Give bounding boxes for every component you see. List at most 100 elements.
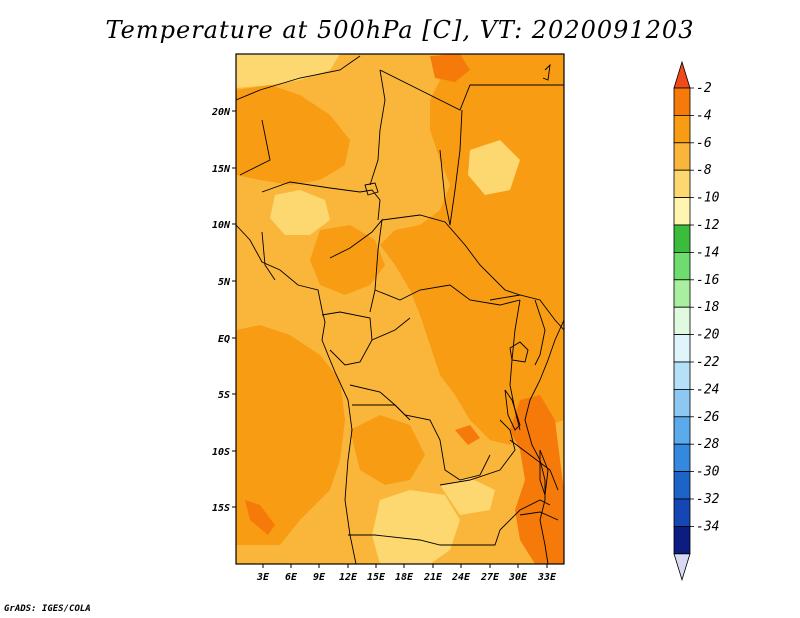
- colorbar-swatch: [673, 87, 691, 116]
- y-axis: 20N 15N 10N 5N EQ 5S 10S 15S: [211, 107, 236, 514]
- colorbar-swatch: [673, 115, 691, 144]
- border-ethiopia: [489, 294, 564, 331]
- y-tick-label: 15S: [212, 503, 230, 514]
- border-east-1: [509, 439, 559, 491]
- x-axis: 3E 6E 9E 12E 15E 18E 21E 24E 27E 30E 33E: [256, 564, 557, 583]
- x-tick-label: 6E: [285, 572, 298, 583]
- colorbar-swatch: [673, 388, 691, 418]
- x-tick-label: 33E: [537, 572, 557, 583]
- colorbar-swatch: [673, 142, 691, 171]
- country-borders: [236, 55, 564, 564]
- x-tick-label: 21E: [423, 572, 443, 583]
- colorbar-label: -6: [696, 136, 712, 151]
- x-tick-label: 12E: [339, 572, 358, 583]
- colorbar-bottom-arrow: [673, 553, 691, 582]
- lake-chad: [364, 182, 379, 196]
- field-warm-north: [236, 85, 350, 185]
- colorbar-swatch: [673, 471, 691, 500]
- border-zimbabwe: [499, 499, 551, 531]
- border-angola-south: [348, 529, 501, 546]
- border-kenya: [534, 299, 546, 366]
- lake-tanganyika: [504, 389, 521, 431]
- colorbar-label: -26: [696, 410, 720, 425]
- field-hot-southeast: [510, 395, 564, 564]
- x-tick-label: 27E: [480, 572, 500, 583]
- colorbar-label: -18: [696, 300, 720, 315]
- colorbar-label: -34: [696, 519, 719, 534]
- colorbar-label: -10: [696, 191, 720, 206]
- border-car: [381, 214, 521, 296]
- field-hot-lake: [455, 425, 480, 445]
- lake-victoria: [509, 341, 529, 363]
- y-tick-label: EQ: [218, 334, 230, 345]
- colorbar-label: -16: [696, 273, 720, 288]
- border-sudan: [439, 109, 463, 226]
- colorbar-label: -2: [696, 81, 712, 96]
- border-congo: [371, 317, 411, 341]
- colorbar-swatch: [673, 498, 691, 527]
- y-tick-label: 15N: [212, 164, 231, 175]
- y-tick-label: 10S: [212, 447, 230, 458]
- border-nigeria: [261, 231, 276, 281]
- colorbar-swatch: [673, 197, 691, 226]
- colorbar: -2 -4 -6 -8 -10 -12 -14 -16 -18 -20 -22 -24 -26 -28 -3…: [673, 60, 720, 582]
- x-tick-label: 3E: [256, 572, 270, 583]
- credit-text: GrADS: IGES/COLA: [4, 604, 91, 614]
- field-cool-south: [372, 490, 460, 564]
- chart-title: Temperature at 500hPa [C], VT: 202009120…: [105, 16, 695, 44]
- field-warm-south: [350, 415, 425, 485]
- colorbar-swatch: [673, 416, 691, 445]
- colorbar-swatch: [673, 334, 691, 363]
- border-angola: [352, 404, 411, 421]
- border-drc-west: [349, 384, 491, 481]
- border-north-3: [379, 69, 564, 111]
- coastline-west-africa: [236, 224, 357, 564]
- temperature-field: [236, 54, 564, 564]
- colorbar-swatch: [673, 169, 691, 198]
- y-tick-label: 5N: [218, 277, 231, 288]
- field-cool-north: [236, 54, 340, 88]
- y-tick-label: 10N: [212, 220, 231, 231]
- x-tick-label: 24E: [451, 572, 471, 583]
- field-warm-west: [236, 325, 345, 545]
- border-north-1: [236, 55, 361, 101]
- field-warm-east: [380, 54, 564, 445]
- colorbar-label: -20: [696, 328, 720, 343]
- border-north-2: [369, 69, 386, 186]
- field-warm-central: [310, 225, 385, 295]
- border-sahel-2: [261, 181, 381, 221]
- colorbar-swatch: [673, 306, 691, 336]
- colorbar-swatch: [673, 279, 691, 308]
- x-tick-label: 30E: [508, 572, 528, 583]
- colorbar-label: -24: [696, 382, 719, 397]
- border-somalia: [542, 63, 551, 81]
- colorbar-swatch: [673, 526, 691, 555]
- x-tick-label: 9E: [313, 572, 326, 583]
- colorbar-label: -30: [696, 465, 720, 480]
- colorbar-label: -4: [696, 108, 712, 123]
- colorbar-label: -22: [696, 355, 720, 370]
- colorbar-swatch: [673, 443, 691, 473]
- colorbar-label: -28: [696, 437, 720, 452]
- field-hot-north: [430, 54, 470, 82]
- border-sahel-1: [239, 119, 271, 176]
- field-cool-sahel: [270, 190, 330, 235]
- border-east-2: [519, 511, 559, 521]
- y-tick-label: 5S: [218, 390, 230, 401]
- lake-malawi: [539, 449, 549, 496]
- colorbar-label: -32: [696, 492, 720, 507]
- x-tick-label: 15E: [367, 572, 386, 583]
- x-tick-label: 18E: [395, 572, 414, 583]
- field-cool-south-east: [440, 478, 495, 515]
- colorbar-label: -12: [696, 218, 720, 233]
- coastline-east-africa: [524, 319, 564, 564]
- field-cool-east: [468, 140, 520, 195]
- border-drc-north: [374, 284, 521, 306]
- colorbar-swatch: [673, 224, 691, 253]
- colorbar-swatch: [673, 361, 691, 390]
- map-frame: [235, 53, 565, 565]
- colorbar-label: -8: [696, 163, 712, 178]
- colorbar-label: -14: [696, 245, 719, 260]
- colorbar-top-arrow: [673, 60, 691, 89]
